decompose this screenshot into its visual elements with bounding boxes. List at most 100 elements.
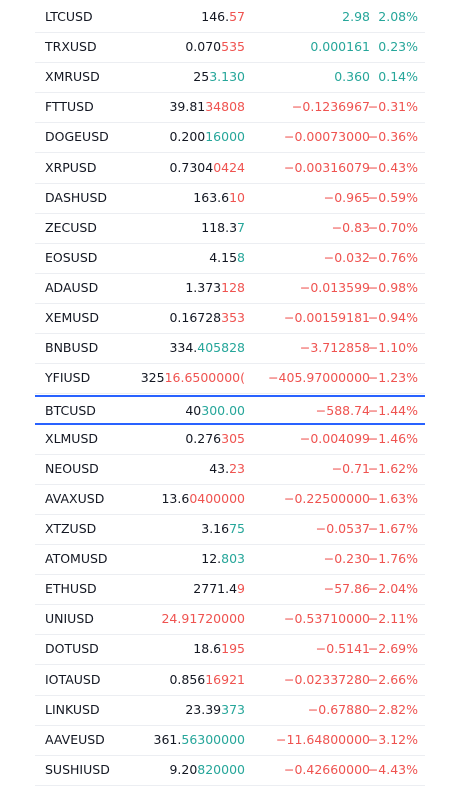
symbol: AAVEUSD — [45, 731, 105, 747]
symbol: UNIUSD — [45, 611, 94, 627]
symbol: XEMUSD — [45, 310, 99, 326]
watchlist-row[interactable]: XEMUSD 0.16728353 −0.00159181 −0.94% — [35, 304, 425, 335]
price-tail: 0400000 — [189, 490, 245, 506]
watchlist-row[interactable]: NEOUSD 43.23 −0.71 −1.62% — [35, 455, 425, 485]
price-tail: 16.6500000( — [164, 370, 245, 386]
watchlist-row[interactable]: XRPUSD 0.73040424 −0.00316079 −0.43% — [35, 154, 425, 184]
price-tail: 300.00 — [201, 402, 245, 418]
watchlist-row[interactable]: IOTAUSD 0.85616921 −0.02337280 −2.66% — [35, 666, 425, 696]
watchlist-row[interactable]: ZECUSD 118.37 −0.83 −0.70% — [35, 214, 425, 244]
watchlist-row[interactable]: UNIUSD 24.91720000 −0.53710000 −2.11% — [35, 605, 425, 636]
symbol: LINKUSD — [45, 701, 100, 717]
watchlist-row[interactable]: XTZUSD 3.1675 −0.0537 −1.67% — [35, 515, 425, 545]
price-tail: 373 — [221, 701, 245, 717]
symbol: ADAUSD — [45, 280, 99, 296]
price-head: 0.070 — [185, 39, 222, 55]
price-head: 39.81 — [169, 99, 206, 115]
price-tail: 7 — [237, 219, 245, 235]
change: −0.67880 — [307, 701, 370, 717]
price: 24.91720000 — [161, 605, 245, 633]
change: −588.74 — [315, 402, 370, 418]
price-tail: 23 — [229, 460, 245, 476]
watchlist-row[interactable]: XMRUSD 253.130 0.360 0.14% — [35, 63, 425, 94]
price-tail: 405828 — [197, 340, 245, 356]
watchlist-row[interactable]: FTTUSD 39.8134808 −0.1236967 −0.31% — [35, 93, 425, 124]
watchlist-row[interactable]: TRXUSD 0.070535 0.000161 0.23% — [35, 33, 425, 64]
watchlist-row[interactable]: ATOMUSD 12.803 −0.230 −1.76% — [35, 545, 425, 576]
change-percent: −1.44% — [367, 402, 418, 418]
price-head: 118.3 — [201, 219, 238, 235]
change-percent: −3.12% — [367, 731, 418, 747]
watchlist-row[interactable]: AVAXUSD 13.60400000 −0.22500000 −1.63% — [35, 485, 425, 515]
change-percent: −0.94% — [367, 310, 418, 326]
change: −11.64800000 — [276, 731, 370, 747]
price: 12.803 — [201, 545, 245, 573]
symbol: BNBUSD — [45, 340, 99, 356]
price-head: 40 — [185, 402, 202, 418]
price-head: 0.7304 — [169, 159, 214, 175]
change: −0.00159181 — [283, 310, 370, 326]
symbol: NEOUSD — [45, 460, 99, 476]
symbol: ZECUSD — [45, 219, 97, 235]
symbol: LTCUSD — [45, 9, 93, 24]
change-percent: −0.43% — [367, 159, 418, 175]
watchlist-row[interactable]: DASHUSD 163.610 −0.965 −0.59% — [35, 184, 425, 214]
watchlist-row[interactable]: LINKUSD 23.39373 −0.67880 −2.82% — [35, 696, 425, 726]
symbol: IOTAUSD — [45, 671, 101, 687]
watchlist-row[interactable]: LTCUSD 146.57 2.98 2.08% — [35, 3, 425, 33]
price-tail: 3.130 — [209, 69, 245, 85]
price: 43.23 — [209, 455, 245, 483]
symbol: SUSHIUSD — [45, 761, 110, 777]
watchlist-row[interactable]: BTCUSD 40300.00 −588.74 −1.44% — [35, 394, 425, 425]
change: −0.032 — [323, 249, 370, 265]
price: 0.85616921 — [169, 666, 245, 694]
price-head: 0.200 — [169, 129, 206, 145]
price-head: 18.6 — [193, 641, 222, 657]
price-head: 4.15 — [209, 249, 238, 265]
price: 32516.6500000( — [141, 364, 245, 392]
price-head: 334. — [169, 340, 198, 356]
price-head: 1.373 — [185, 280, 222, 296]
watchlist-row[interactable]: XLMUSD 0.276305 −0.004099 −1.46% — [35, 425, 425, 455]
price-head: 0.16728 — [169, 310, 222, 326]
change-percent: −1.76% — [367, 551, 418, 567]
change: 2.98 — [342, 9, 370, 24]
price: 118.37 — [201, 214, 245, 242]
price-tail: 803 — [221, 551, 245, 567]
price-head: 146. — [201, 9, 230, 24]
change-percent: −0.59% — [367, 189, 418, 205]
watchlist-row[interactable]: BNBUSD 334.405828 −3.712858 −1.10% — [35, 334, 425, 365]
price-tail: 353 — [221, 310, 245, 326]
watchlist-row[interactable]: ETHUSD 2771.49 −57.86 −2.04% — [35, 575, 425, 606]
price: 334.405828 — [169, 334, 245, 362]
watchlist-row[interactable]: SUSHIUSD 9.20820000 −0.42660000 −4.43% — [35, 756, 425, 786]
price: 163.610 — [193, 184, 245, 212]
change-percent: −4.43% — [367, 761, 418, 777]
change: −0.230 — [323, 551, 370, 567]
price-tail: 75 — [229, 520, 245, 536]
watchlist-row[interactable]: DOGEUSD 0.20016000 −0.00073000 −0.36% — [35, 123, 425, 154]
change: −57.86 — [323, 581, 370, 597]
change-percent: −1.62% — [367, 460, 418, 476]
symbol: EOSUSD — [45, 249, 98, 265]
price-tail: 820000 — [197, 761, 245, 777]
price-head: 25 — [193, 69, 210, 85]
price: 0.20016000 — [169, 123, 245, 151]
change-percent: −0.36% — [367, 129, 418, 145]
watchlist-row[interactable]: YFIUSD 32516.6500000(−405.97000000 −1.23% — [35, 364, 425, 395]
price-tail: 56300000 — [181, 731, 245, 747]
change: −0.00316079 — [283, 159, 370, 175]
watchlist-row[interactable]: EOSUSD 4.158 −0.032 −0.76% — [35, 244, 425, 274]
change-percent: 0.23% — [378, 39, 418, 55]
price-head: 43. — [209, 460, 230, 476]
price: 253.130 — [193, 63, 245, 91]
price-tail: 8 — [237, 249, 245, 265]
watchlist-row[interactable]: DOTUSD 18.6195 −0.5141 −2.69% — [35, 635, 425, 666]
change-percent: −2.66% — [367, 671, 418, 687]
change: −0.965 — [323, 189, 370, 205]
price-tail: 9 — [237, 581, 245, 597]
change: −0.71 — [331, 460, 370, 476]
watchlist-row[interactable]: ADAUSD 1.373128 −0.013599 −0.98% — [35, 274, 425, 305]
watchlist-row[interactable]: AAVEUSD 361.56300000 −11.64800000 −3.12% — [35, 726, 425, 756]
price: 361.56300000 — [154, 726, 245, 754]
